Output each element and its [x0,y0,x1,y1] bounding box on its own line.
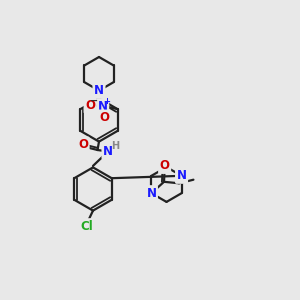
Text: N: N [98,100,108,113]
Text: O: O [85,99,95,112]
Text: −: − [90,95,98,106]
Text: +: + [103,97,110,106]
Text: H: H [111,141,119,151]
Text: O: O [99,111,109,124]
Text: O: O [160,159,170,172]
Text: N: N [146,187,156,200]
Text: O: O [78,138,88,151]
Text: Cl: Cl [80,220,93,233]
Text: N: N [177,169,187,182]
Text: N: N [103,145,113,158]
Text: N: N [94,84,104,97]
